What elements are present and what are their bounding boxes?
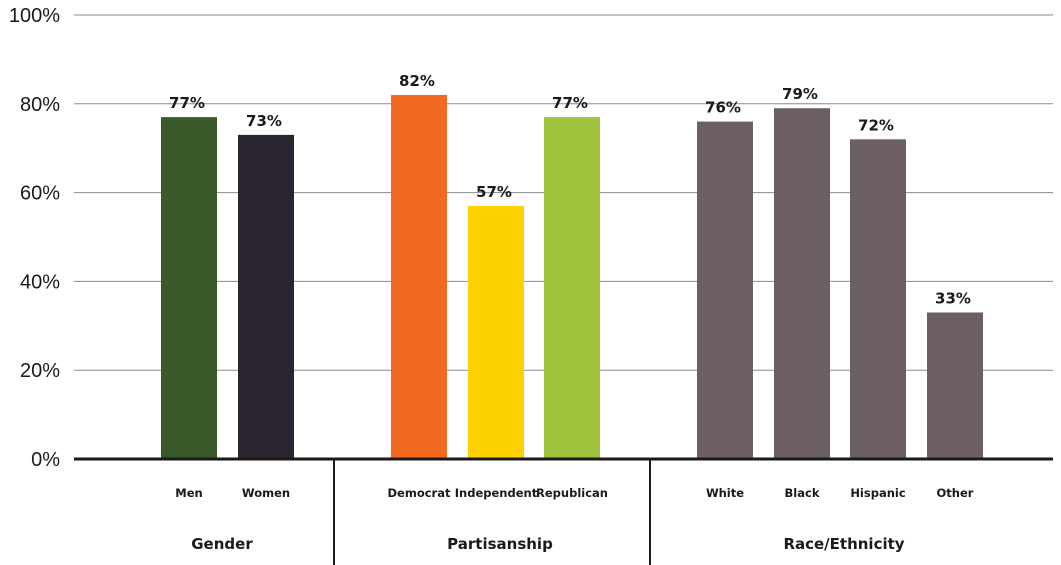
- value-label: 72%: [858, 116, 894, 134]
- value-label: 33%: [935, 289, 971, 307]
- group-label: Race/Ethnicity: [783, 535, 904, 553]
- bars: [161, 94, 983, 460]
- category-label: Republican: [536, 486, 608, 500]
- bar: [697, 121, 753, 459]
- bar: [927, 312, 983, 459]
- y-tick-label: 100%: [9, 5, 60, 27]
- value-label: 73%: [246, 112, 282, 130]
- category-label: Hispanic: [850, 486, 906, 500]
- y-tick-label: 20%: [20, 360, 60, 382]
- value-labels: 77% 73% 82% 57% 77% 76% 79% 72% 33%: [169, 72, 971, 308]
- y-axis-tick-labels: 0% 20% 40% 60% 80% 100%: [9, 5, 60, 471]
- category-label: Democrat: [388, 486, 451, 500]
- bar: [468, 205, 524, 459]
- bar: [161, 117, 217, 460]
- category-label: Other: [937, 486, 974, 500]
- category-label: Black: [785, 486, 820, 500]
- category-label: Women: [242, 486, 290, 500]
- y-tick-label: 0%: [31, 449, 60, 471]
- y-tick-label: 40%: [20, 271, 60, 293]
- category-label: White: [706, 486, 744, 500]
- y-tick-label: 80%: [20, 94, 60, 116]
- group-label: Partisanship: [447, 535, 553, 553]
- bar: [774, 108, 830, 460]
- value-label: 57%: [476, 183, 512, 201]
- bar: [391, 94, 447, 460]
- y-tick-label: 60%: [20, 183, 60, 205]
- x-axis: [74, 457, 1053, 565]
- value-label: 76%: [705, 99, 741, 117]
- group-label: Gender: [191, 535, 253, 553]
- value-label: 77%: [169, 94, 205, 112]
- bar: [850, 139, 906, 459]
- value-label: 82%: [399, 72, 435, 90]
- category-label: Men: [175, 486, 202, 500]
- value-label: 79%: [782, 85, 818, 103]
- category-label: Independent: [455, 486, 538, 500]
- bar: [238, 134, 294, 459]
- group-labels: Gender Partisanship Race/Ethnicity: [191, 535, 905, 553]
- value-label: 77%: [552, 94, 588, 112]
- bar: [544, 117, 600, 460]
